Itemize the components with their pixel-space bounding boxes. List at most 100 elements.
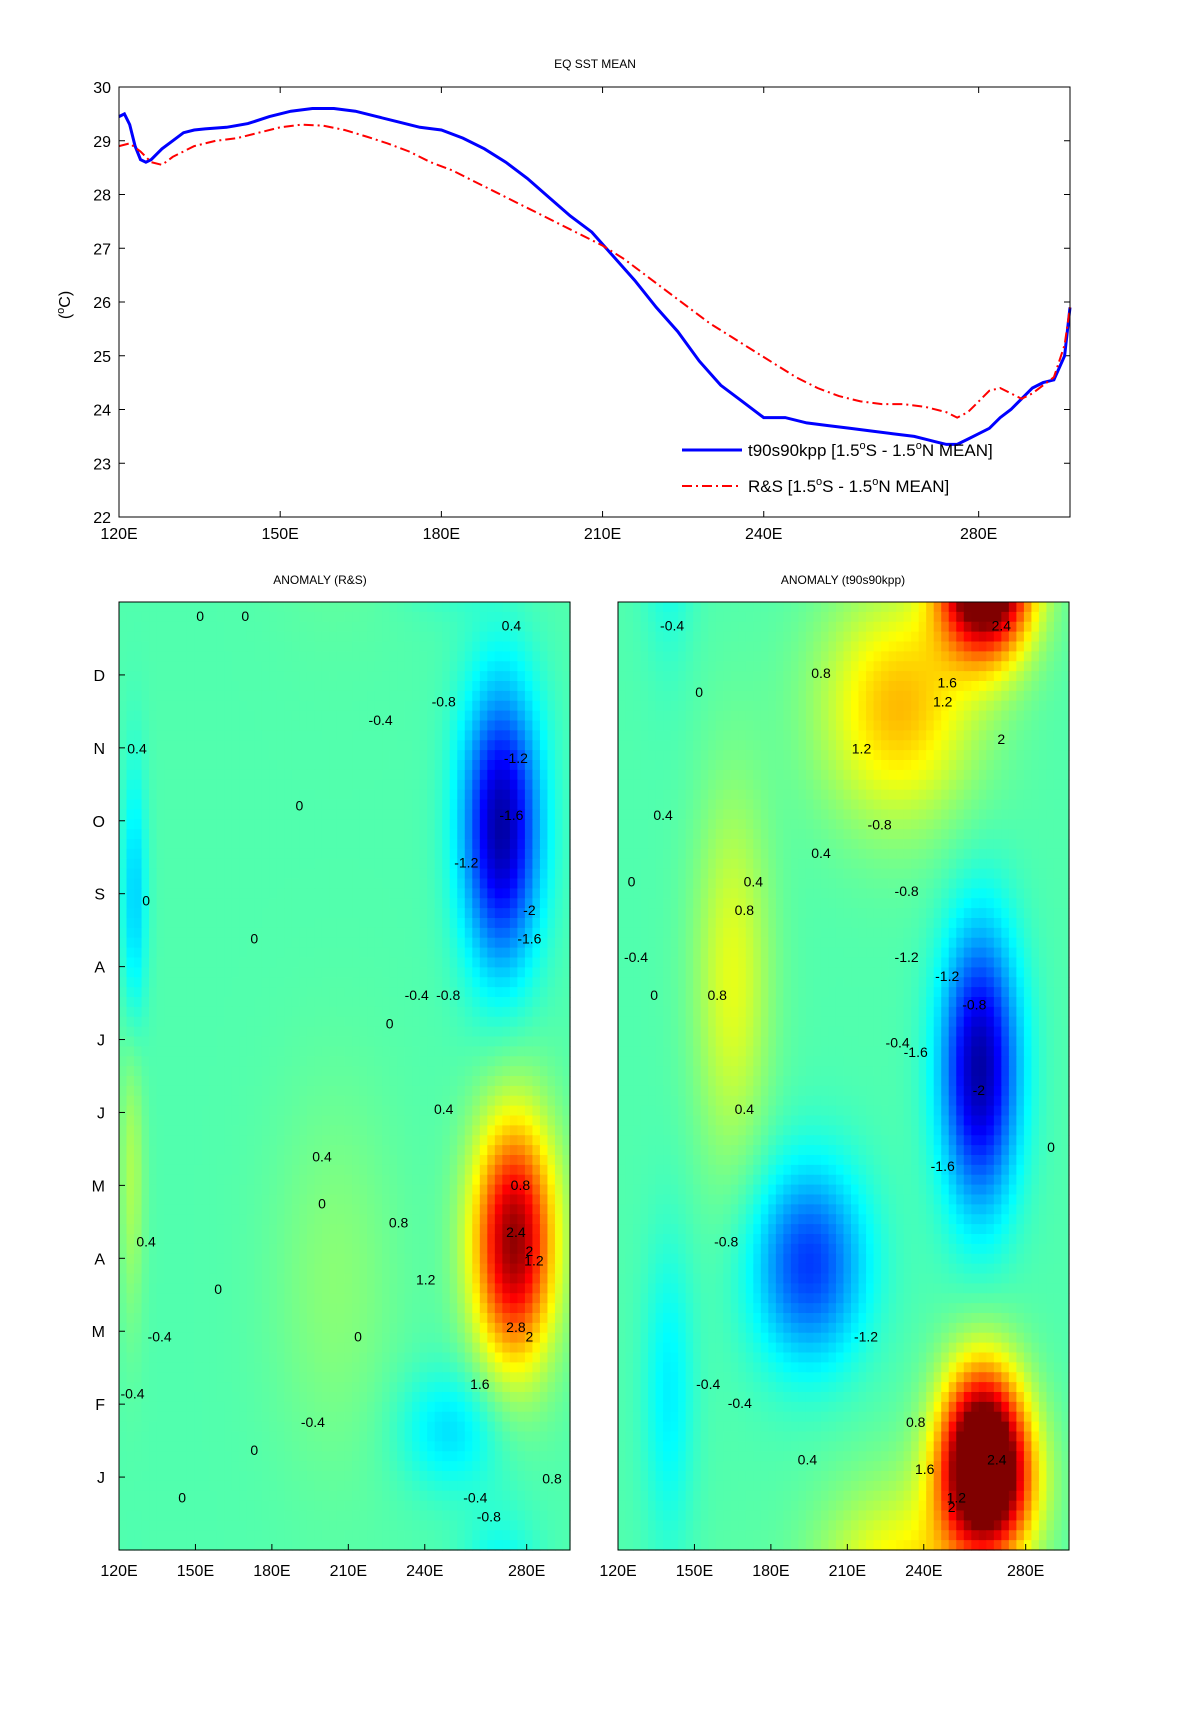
heatmap-cell xyxy=(412,779,421,791)
heatmap-cell xyxy=(389,1056,398,1067)
heatmap-cell xyxy=(261,1392,270,1403)
heatmap-cell xyxy=(464,1214,473,1225)
heatmap-cell xyxy=(216,1194,225,1205)
heatmap-cell xyxy=(404,1234,413,1245)
heatmap-cell xyxy=(134,779,143,791)
heatmap-cell xyxy=(502,997,511,1008)
heatmap-cell xyxy=(397,1342,406,1354)
heatmap-cell xyxy=(224,1184,233,1196)
heatmap-cell xyxy=(284,1401,293,1413)
heatmap-cell xyxy=(487,1066,496,1077)
heatmap-cell xyxy=(539,1303,549,1314)
heatmap-cell xyxy=(314,700,323,712)
heatmap-cell xyxy=(344,750,353,761)
heatmap-cell xyxy=(464,1115,473,1126)
heatmap-cell xyxy=(194,602,203,613)
heatmap-cell xyxy=(126,631,135,643)
heatmap-cell xyxy=(216,868,225,880)
heatmap-cell xyxy=(171,1273,180,1284)
heatmap-cell xyxy=(532,681,541,692)
heatmap-cell xyxy=(194,611,203,623)
heatmap-cell xyxy=(389,1392,398,1403)
heatmap-cell xyxy=(156,1411,165,1423)
heatmap-cell xyxy=(524,1303,534,1314)
heatmap-cell xyxy=(449,1095,458,1107)
heatmap-cell xyxy=(539,1145,549,1156)
heatmap-cell xyxy=(547,858,556,870)
heatmap-cell xyxy=(472,611,481,623)
heatmap-cell xyxy=(171,1056,180,1067)
heatmap-cell xyxy=(216,681,225,692)
heatmap-cell xyxy=(554,611,564,623)
heatmap-cell xyxy=(224,918,233,929)
heatmap-cell xyxy=(472,1026,481,1038)
heatmap-cell xyxy=(404,908,413,919)
heatmap-cell xyxy=(291,1352,300,1363)
heatmap-cell xyxy=(367,918,376,929)
heatmap-cell xyxy=(201,1253,210,1265)
heatmap-cell xyxy=(359,671,368,682)
heatmap-cell xyxy=(239,700,248,712)
heatmap-cell xyxy=(517,730,526,741)
heatmap-cell xyxy=(149,1411,158,1423)
heatmap-cell xyxy=(389,1352,398,1363)
heatmap-cell xyxy=(434,1253,443,1265)
heatmap-cell xyxy=(216,1056,225,1067)
heatmap-cell xyxy=(186,1224,195,1235)
heatmap-cell xyxy=(397,1224,406,1235)
heatmap-cell xyxy=(442,1362,451,1373)
heatmap-cell xyxy=(179,839,188,850)
heatmap-cell xyxy=(389,1016,398,1028)
heatmap-cell xyxy=(382,839,391,850)
heatmap-cell xyxy=(562,1046,571,1057)
heatmap-cell xyxy=(209,700,218,712)
heatmap-cell xyxy=(464,720,473,731)
heatmap-cell xyxy=(419,977,428,988)
heatmap-cell xyxy=(119,1362,128,1373)
heatmap-cell xyxy=(464,839,473,850)
heatmap-cell xyxy=(119,1026,128,1038)
heatmap-cell xyxy=(134,1125,143,1136)
heatmap-cell xyxy=(509,1204,518,1215)
heatmap-cell xyxy=(539,878,549,889)
heatmap-cell xyxy=(457,1342,466,1354)
heatmap-cell xyxy=(434,641,443,652)
heatmap-cell xyxy=(209,809,218,820)
heatmap-cell xyxy=(517,1204,526,1215)
heatmap-cell xyxy=(562,651,571,662)
heatmap-cell xyxy=(382,1164,391,1176)
heatmap-cell xyxy=(464,1006,473,1018)
heatmap-cell xyxy=(194,1194,203,1205)
heatmap-cell xyxy=(126,1115,135,1126)
heatmap-cell xyxy=(547,809,556,820)
heatmap-cell xyxy=(261,908,270,919)
heatmap-cell xyxy=(389,1125,398,1136)
heatmap-cell xyxy=(442,1382,451,1393)
heatmap-cell xyxy=(352,848,361,860)
heatmap-cell xyxy=(141,1313,150,1324)
heatmap-cell xyxy=(329,602,338,613)
heatmap-cell xyxy=(179,1164,188,1176)
heatmap-cell xyxy=(397,671,406,682)
heatmap-cell xyxy=(254,700,263,712)
heatmap-cell xyxy=(171,1263,180,1275)
heatmap-cell xyxy=(427,1283,436,1294)
heatmap-cell xyxy=(164,1164,173,1176)
heatmap-cell xyxy=(359,1066,368,1077)
heatmap-cell xyxy=(216,1155,225,1166)
heatmap-cell xyxy=(179,1006,188,1018)
heatmap-cell xyxy=(171,809,180,820)
heatmap-cell xyxy=(374,1016,383,1028)
heatmap-cell xyxy=(156,671,165,682)
heatmap-cell xyxy=(156,809,165,820)
heatmap-cell xyxy=(449,839,458,850)
heatmap-cell xyxy=(239,1273,248,1284)
heatmap-cell xyxy=(517,1085,526,1097)
heatmap-cell xyxy=(171,1125,180,1136)
heatmap-cell xyxy=(532,1283,541,1294)
heatmap-cell xyxy=(134,868,143,880)
heatmap-cell xyxy=(427,1194,436,1205)
heatmap-cell xyxy=(276,1095,285,1107)
heatmap-cell xyxy=(171,611,180,623)
heatmap-cell xyxy=(374,987,383,998)
